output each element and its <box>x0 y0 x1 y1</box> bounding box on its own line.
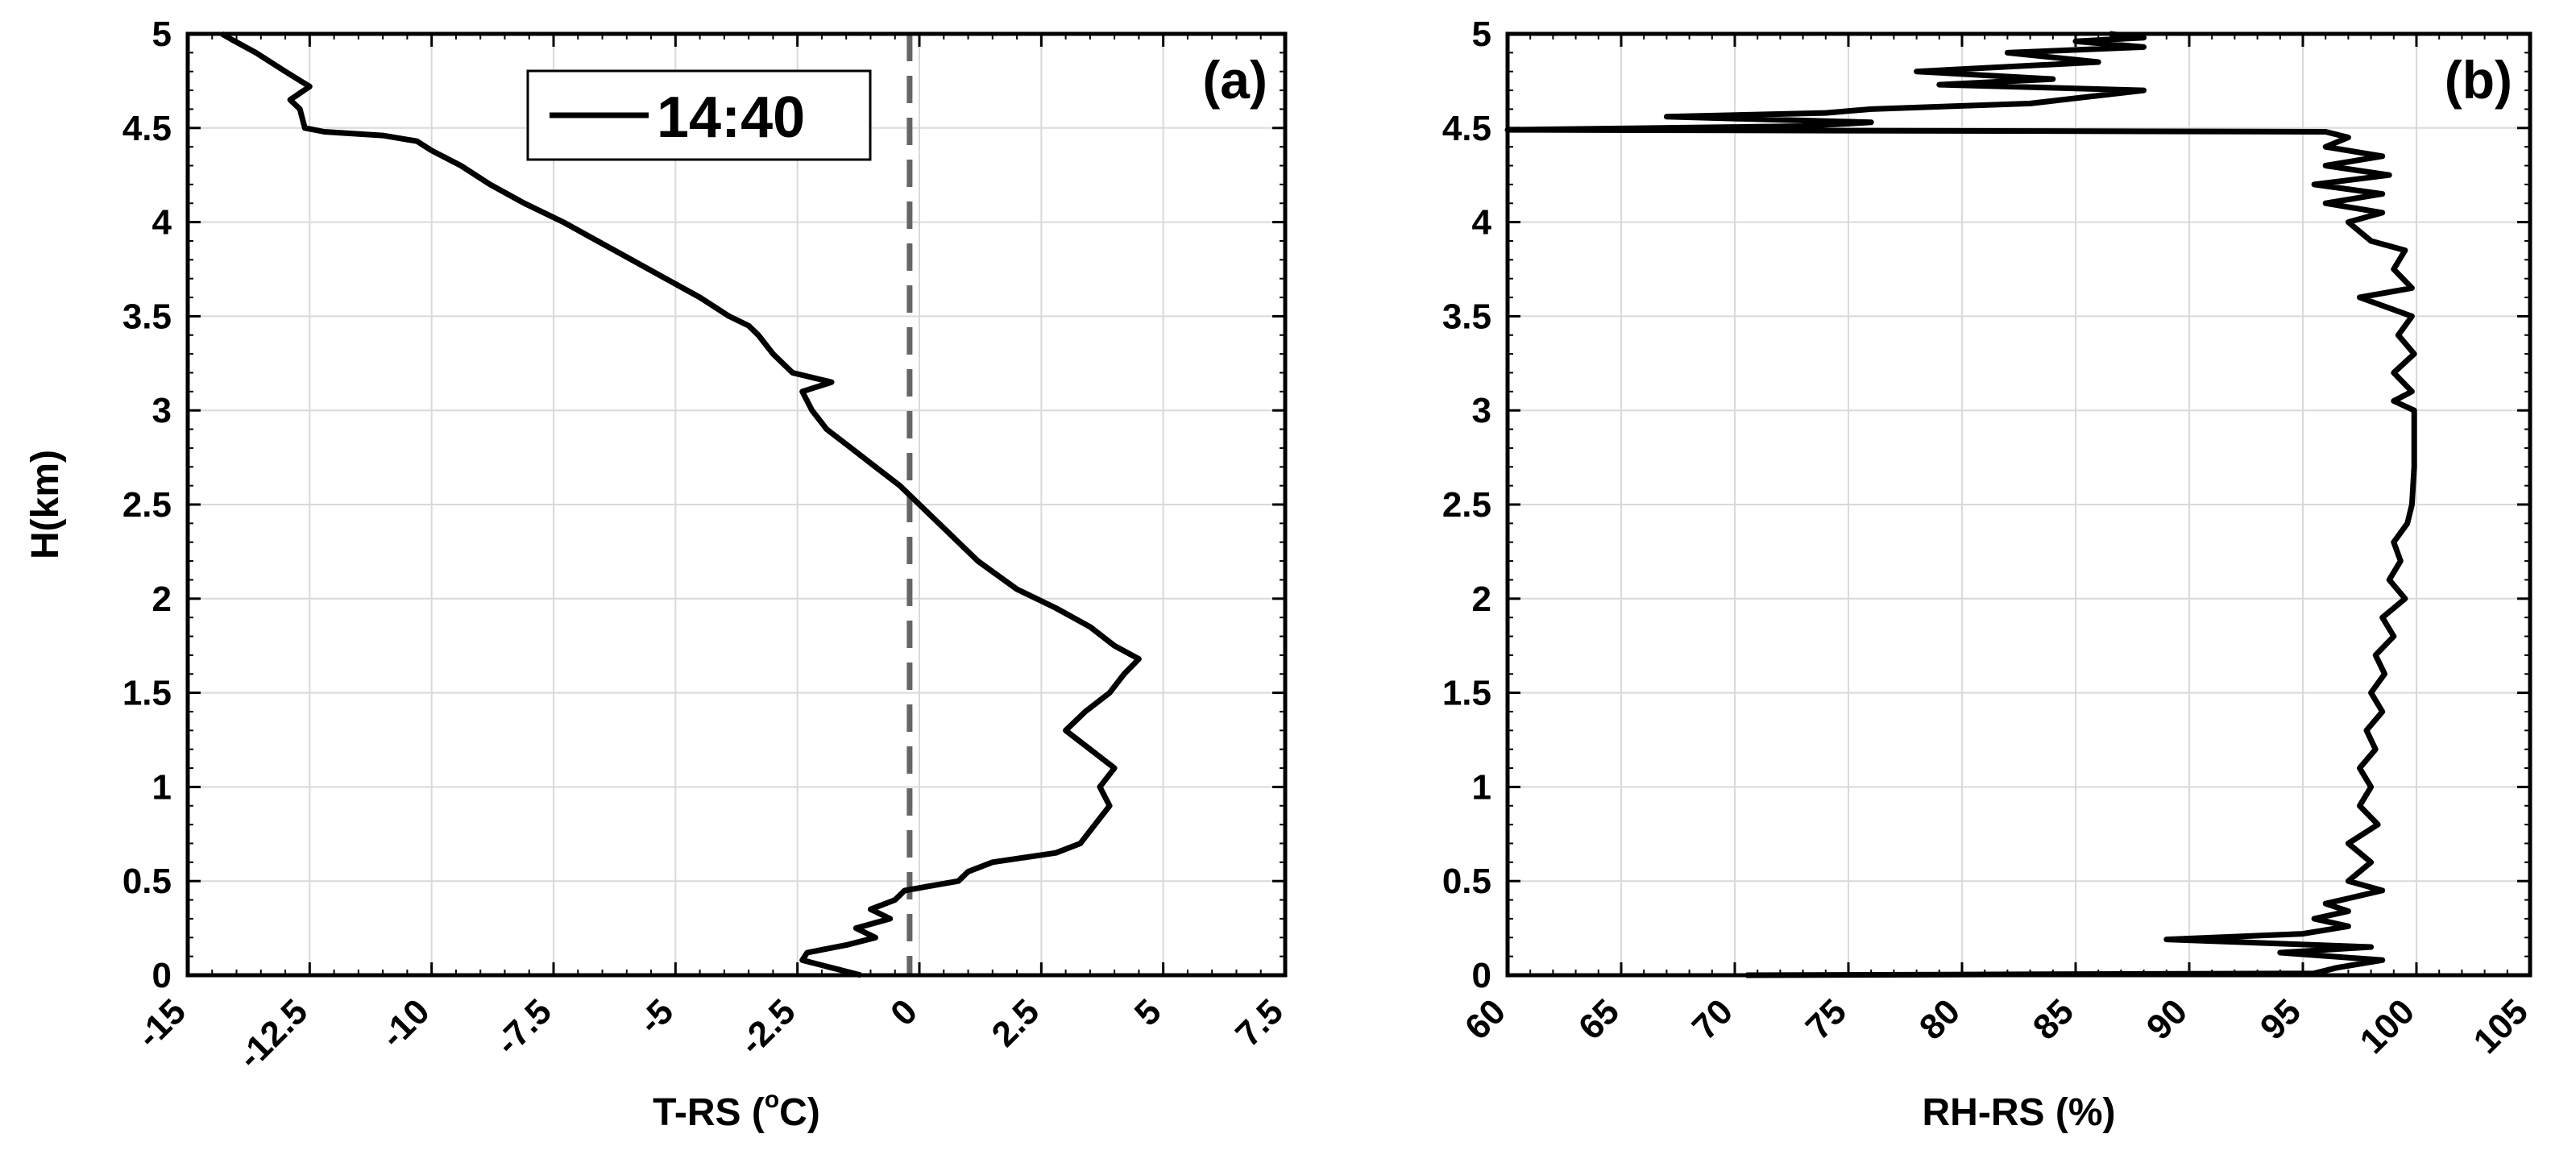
x-tick-label: 7.5 <box>1228 991 1291 1054</box>
x-axis-label-sup: o <box>765 1086 779 1113</box>
y-tick-label: 3 <box>152 391 172 430</box>
y-tick-label: 4 <box>152 203 172 243</box>
y-tick-label: 0 <box>152 956 172 995</box>
legend-entry: 14:40 <box>657 85 805 150</box>
y-tick-label: 2.5 <box>1442 485 1491 525</box>
x-tick-label: 105 <box>2466 991 2537 1061</box>
x-tick-label: -7.5 <box>488 991 559 1062</box>
x-axis-label-pre: T-RS ( <box>653 1091 765 1134</box>
x-tick-label: 75 <box>1798 991 1854 1047</box>
x-tick-label: 90 <box>2139 991 2195 1047</box>
y-tick-label: 3.5 <box>1442 297 1491 336</box>
x-tick-label: 95 <box>2253 991 2308 1047</box>
x-tick-label: -15 <box>129 991 193 1056</box>
plot-frame <box>185 31 1288 978</box>
x-tick-label: 65 <box>1571 991 1627 1047</box>
y-tick-label: 3.5 <box>122 297 172 336</box>
y-tick-label: 0 <box>1472 956 1491 995</box>
y-tick-label: 4.5 <box>1442 109 1491 148</box>
x-tick-label: -5 <box>631 991 681 1041</box>
x-tick-label: 80 <box>1912 991 1968 1047</box>
panel-label: (b) <box>2445 50 2512 110</box>
panel-b-chart: 60 65 70 75 80 85 90 95 100 105 0 0.5 1 1.5 2 2.5 3 3.5 4 4… <box>1442 15 2536 1134</box>
x-tick-label: 85 <box>2026 991 2081 1047</box>
x-tick-label: 70 <box>1685 991 1740 1047</box>
y-tick-label: 4 <box>1472 203 1492 243</box>
x-axis-label: T-RS (oC) <box>653 1086 820 1134</box>
x-tick-label: -12.5 <box>230 991 316 1077</box>
panel-label: (a) <box>1202 50 1267 110</box>
y-axis-label: H(km) <box>24 450 67 559</box>
y-tick-label: 5 <box>152 15 172 54</box>
x-axis-label: RH-RS (%) <box>1923 1091 2116 1134</box>
y-tick-label: 2 <box>1472 579 1491 619</box>
x-tick-label: 5 <box>1127 991 1169 1033</box>
y-tick-label: 1 <box>1472 767 1491 807</box>
y-tick-label: 1.5 <box>122 674 172 713</box>
x-tick-label: 2.5 <box>985 991 1047 1054</box>
series-line <box>220 31 1142 978</box>
y-tick-label: 2 <box>152 579 172 619</box>
series-line <box>1504 31 2417 978</box>
panel-a-chart: -15 -12.5 -10 -7.5 -5 -2.5 0 2.5 5 7.5 0 0.5 1 1.5 2 2.… <box>24 15 1291 1134</box>
x-tick-label: -10 <box>373 991 438 1056</box>
plot-frame <box>1505 31 2532 978</box>
x-tick-label: 100 <box>2353 991 2423 1061</box>
y-tick-label: 2.5 <box>122 485 172 525</box>
y-tick-label: 5 <box>1472 15 1491 54</box>
x-tick-label: 60 <box>1458 991 1513 1047</box>
y-tick-label: 4.5 <box>122 109 172 148</box>
y-tick-label: 0.5 <box>122 862 172 901</box>
x-axis-label-post: C) <box>779 1091 820 1134</box>
y-tick-label: 3 <box>1472 391 1491 430</box>
x-tick-label: -2.5 <box>732 991 803 1062</box>
legend: 14:40 <box>526 69 872 161</box>
y-tick-label: 1.5 <box>1442 674 1491 713</box>
y-tick-label: 1 <box>152 767 172 807</box>
y-tick-label: 0.5 <box>1442 862 1491 901</box>
x-tick-label: 0 <box>883 991 925 1033</box>
